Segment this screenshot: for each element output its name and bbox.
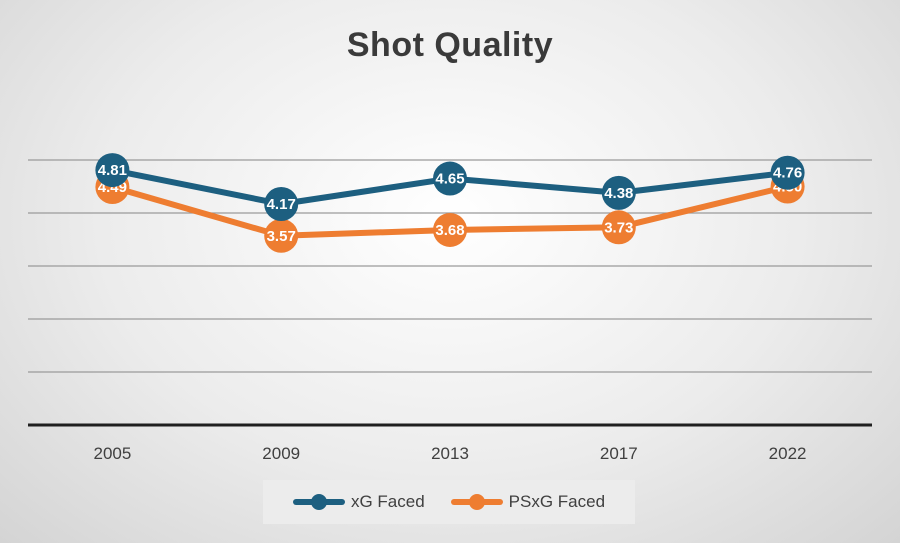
data-label-psxg-faced: 3.57 [267,228,296,245]
x-tick-label: 2022 [769,444,807,463]
x-tick-label: 2005 [93,444,131,463]
x-tick-label: 2013 [431,444,469,463]
legend-swatch-psxg-faced [450,494,503,510]
data-point-xg-faced [95,153,130,188]
data-point-xg-faced [264,186,299,221]
data-label-xg-faced: 4.76 [773,165,802,182]
data-point-xg-faced [770,155,805,190]
data-point-psxg-faced [601,210,636,245]
legend-item-psxg-faced: PSxG Faced [450,492,606,512]
data-point-xg-faced [433,161,467,196]
legend-label-psxg-faced: PSxG Faced [508,492,606,511]
chart-legend: xG Faced PSxG Faced [263,480,635,524]
data-label-psxg-faced: 3.73 [604,219,633,236]
data-label-psxg-faced: 3.68 [435,222,464,239]
data-point-psxg-faced [433,212,467,247]
data-point-xg-faced [601,175,636,210]
x-tick-label: 2017 [600,444,638,463]
legend-swatch-xg-faced [292,494,345,510]
data-label-xg-faced: 4.38 [604,185,633,202]
data-point-psxg-faced [264,218,299,253]
data-label-xg-faced: 4.65 [435,171,464,188]
legend-item-xg-faced: xG Faced [292,492,425,512]
data-label-xg-faced: 4.81 [98,162,127,179]
x-tick-label: 2009 [262,444,300,463]
data-label-xg-faced: 4.17 [267,196,296,213]
legend-label-xg-faced: xG Faced [350,492,425,511]
chart-title: Shot Quality [346,26,554,64]
